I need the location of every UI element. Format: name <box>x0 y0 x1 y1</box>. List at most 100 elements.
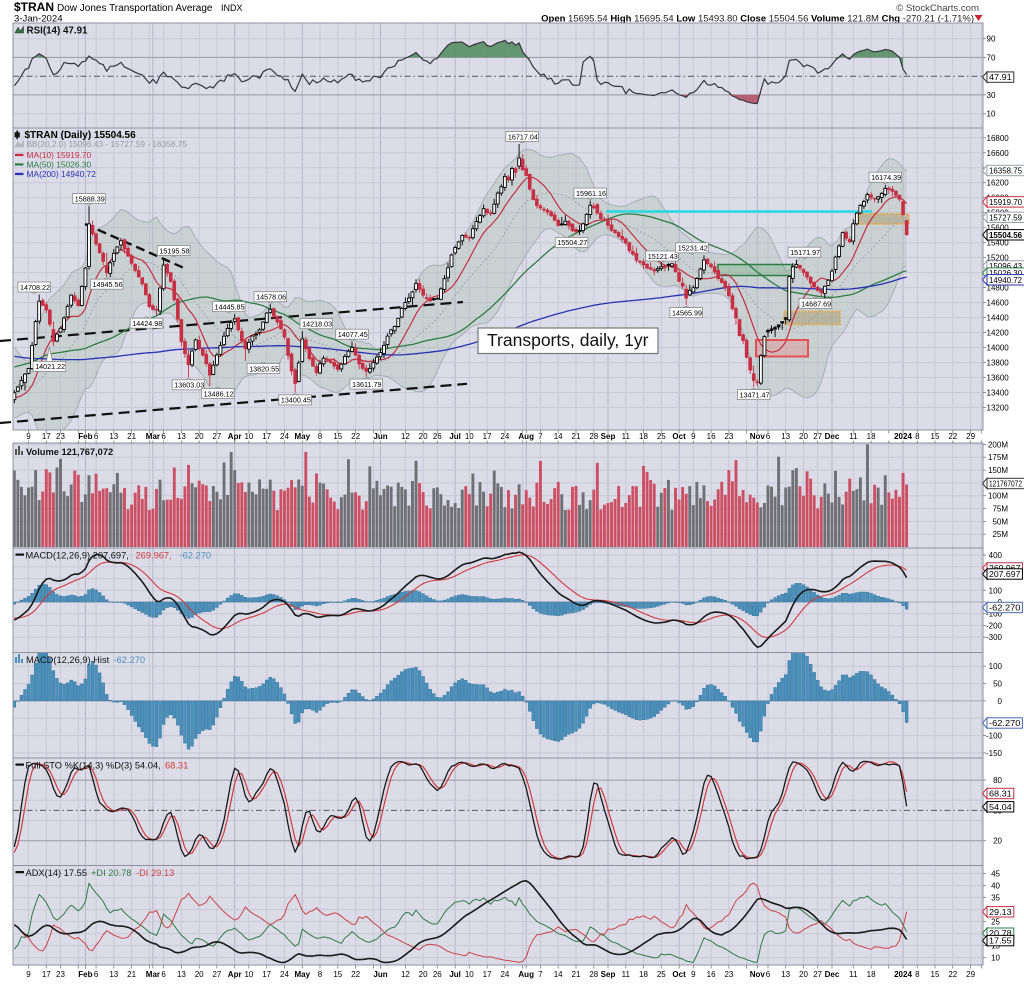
svg-text:22: 22 <box>948 970 957 979</box>
svg-text:12: 12 <box>401 970 410 979</box>
svg-text:7: 7 <box>538 970 543 979</box>
svg-text:14: 14 <box>554 432 563 441</box>
svg-text:14: 14 <box>554 970 563 979</box>
svg-text:17: 17 <box>483 432 492 441</box>
svg-text:27: 27 <box>813 432 822 441</box>
svg-text:17: 17 <box>42 432 51 441</box>
svg-text:28: 28 <box>589 970 598 979</box>
svg-text:6: 6 <box>94 432 99 441</box>
svg-text:Oct: Oct <box>672 432 686 441</box>
svg-text:13400.45: 13400.45 <box>281 396 311 405</box>
svg-text:14578.06: 14578.06 <box>256 293 286 302</box>
svg-text:29.13: 29.13 <box>989 908 1012 917</box>
svg-text:200M: 200M <box>988 440 1008 449</box>
svg-text:16: 16 <box>707 432 716 441</box>
svg-text:Mar: Mar <box>146 432 160 441</box>
svg-text:-300: -300 <box>986 633 1003 642</box>
svg-text:50: 50 <box>993 680 1002 689</box>
svg-text:400: 400 <box>989 551 1003 560</box>
svg-text:21: 21 <box>127 970 136 979</box>
svg-text:23: 23 <box>724 970 733 979</box>
svg-text:24: 24 <box>280 432 289 441</box>
svg-text:8: 8 <box>915 432 920 441</box>
svg-text:20: 20 <box>419 432 428 441</box>
svg-text:23: 23 <box>56 432 65 441</box>
svg-text:9: 9 <box>691 970 696 979</box>
svg-text:Full STO %K(14,3) %D(3) 54.04,: Full STO %K(14,3) %D(3) 54.04, <box>26 761 161 771</box>
svg-text:14800: 14800 <box>987 284 1010 293</box>
svg-text:14424.98: 14424.98 <box>132 319 162 328</box>
svg-text:16: 16 <box>707 970 716 979</box>
svg-text:68.31: 68.31 <box>165 761 188 771</box>
svg-text:13: 13 <box>177 970 186 979</box>
svg-text:14000: 14000 <box>987 344 1010 353</box>
svg-text:26: 26 <box>433 432 442 441</box>
svg-text:25M: 25M <box>992 530 1008 539</box>
svg-text:26: 26 <box>433 970 442 979</box>
svg-text:29: 29 <box>966 970 975 979</box>
svg-text:INDX: INDX <box>221 3 243 13</box>
svg-text:-62.270: -62.270 <box>989 604 1021 613</box>
svg-text:13820.55: 13820.55 <box>249 364 279 373</box>
svg-text:15400: 15400 <box>987 239 1010 248</box>
svg-text:15200: 15200 <box>987 254 1010 263</box>
svg-text:17: 17 <box>262 432 271 441</box>
svg-text:15727.59: 15727.59 <box>989 213 1022 222</box>
svg-text:Sep: Sep <box>601 970 616 979</box>
svg-text:Volume 121,767,072: Volume 121,767,072 <box>26 447 113 457</box>
svg-text:25: 25 <box>991 918 1000 927</box>
svg-text:11: 11 <box>622 970 631 979</box>
svg-text:15504.56: 15504.56 <box>989 231 1022 240</box>
svg-text:11: 11 <box>849 432 858 441</box>
svg-text:80: 80 <box>993 776 1002 785</box>
svg-text:24: 24 <box>500 432 509 441</box>
svg-text:Mar: Mar <box>146 970 160 979</box>
svg-text:14687.69: 14687.69 <box>801 299 831 308</box>
svg-text:10: 10 <box>244 970 253 979</box>
svg-text:16600: 16600 <box>987 149 1010 158</box>
svg-text:15171.97: 15171.97 <box>790 248 820 257</box>
svg-text:Nov: Nov <box>750 432 766 441</box>
svg-text:© StockCharts.com: © StockCharts.com <box>896 3 979 14</box>
svg-text:MA(50) 15026.30: MA(50) 15026.30 <box>27 159 92 169</box>
svg-text:14945.56: 14945.56 <box>93 280 123 289</box>
svg-text:100: 100 <box>989 662 1003 671</box>
svg-text:121767072: 121767072 <box>989 480 1022 489</box>
svg-text:8: 8 <box>318 970 323 979</box>
svg-text:3-Jan-2024: 3-Jan-2024 <box>14 14 63 25</box>
svg-text:15096.43: 15096.43 <box>989 262 1022 271</box>
svg-text:21: 21 <box>572 432 581 441</box>
svg-text:-62.270: -62.270 <box>114 655 146 665</box>
svg-text:8: 8 <box>915 970 920 979</box>
svg-text:Jun: Jun <box>373 432 387 441</box>
svg-text:-62.270: -62.270 <box>989 719 1021 728</box>
svg-text:May: May <box>295 432 311 441</box>
svg-text:Jul: Jul <box>449 970 461 979</box>
svg-text:15504.27: 15504.27 <box>557 238 587 247</box>
svg-text:22: 22 <box>351 970 360 979</box>
svg-text:18: 18 <box>867 970 876 979</box>
svg-text:Dec: Dec <box>825 432 840 441</box>
svg-text:20.78: 20.78 <box>989 929 1012 938</box>
svg-text:Dow Jones Transportation Avera: Dow Jones Transportation Average <box>57 3 213 14</box>
svg-text:MA(200) 14940.72: MA(200) 14940.72 <box>27 169 97 179</box>
svg-text:13: 13 <box>781 970 790 979</box>
svg-text:Jul: Jul <box>449 432 461 441</box>
svg-text:29: 29 <box>966 432 975 441</box>
svg-text:ADX(14) 17.55: ADX(14) 17.55 <box>26 868 88 878</box>
svg-text:Apr: Apr <box>228 432 242 441</box>
svg-text:17: 17 <box>483 970 492 979</box>
svg-text:21: 21 <box>127 432 136 441</box>
svg-text:20: 20 <box>799 970 808 979</box>
svg-text:11: 11 <box>622 432 631 441</box>
svg-text:18: 18 <box>639 970 648 979</box>
svg-text:6: 6 <box>766 970 771 979</box>
svg-text:17: 17 <box>262 970 271 979</box>
svg-text:13: 13 <box>109 432 118 441</box>
svg-text:22: 22 <box>948 432 957 441</box>
svg-text:25: 25 <box>657 432 666 441</box>
svg-text:13611.79: 13611.79 <box>352 380 381 389</box>
svg-text:Dec: Dec <box>825 970 840 979</box>
svg-text:75M: 75M <box>992 505 1008 514</box>
svg-text:2024: 2024 <box>894 432 912 441</box>
